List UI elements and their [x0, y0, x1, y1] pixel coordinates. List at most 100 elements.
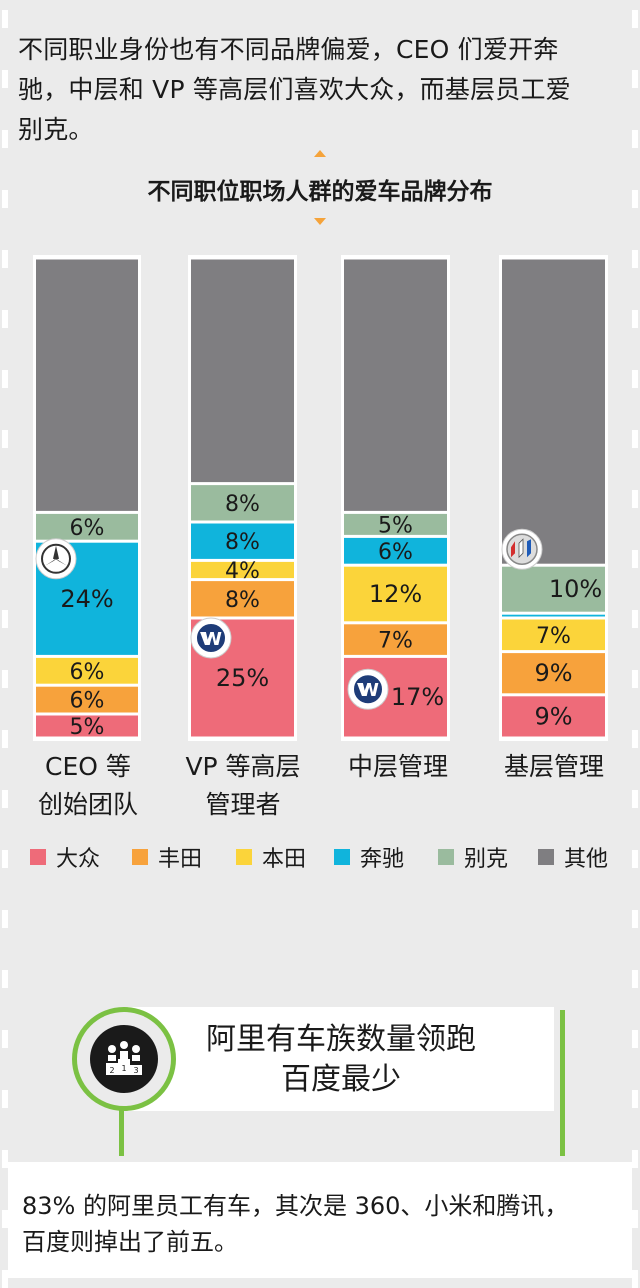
bar-data-label: 6% [378, 540, 413, 565]
bar-data-label: 12% [369, 580, 422, 608]
legend-swatch [132, 849, 148, 865]
people-ranking-icon: 2 1 3 [90, 1025, 158, 1093]
svg-text:2: 2 [109, 1066, 114, 1075]
bar-segment-奔驰 [191, 523, 294, 559]
title-marker-down [314, 218, 326, 225]
border-dash [2, 970, 8, 988]
legend-item-fengtian: 丰田 [132, 842, 202, 872]
border-dash [2, 550, 8, 568]
legend-label: 丰田 [158, 847, 203, 872]
bar-segment-别克 [502, 566, 605, 612]
category-label-line: VP 等高层 [185, 752, 301, 781]
bar-segment-大众 [502, 696, 605, 737]
chart-title: 不同职位职场人群的爱车品牌分布 [147, 179, 493, 205]
legend-swatch [236, 849, 252, 865]
bar-data-label: 8% [225, 588, 260, 613]
border-dash [2, 490, 8, 508]
border-dash [632, 670, 638, 688]
legend-item-benchi: 奔驰 [334, 842, 404, 872]
border-dash [2, 370, 8, 388]
border-dash [632, 970, 638, 988]
category-label-line: 管理者 [205, 790, 281, 819]
intro-line: 不同职业身份也有不同品牌偏爱，CEO 们爱开奔 [18, 35, 559, 64]
border-dash [2, 1210, 8, 1228]
bar-data-label: 6% [70, 660, 105, 685]
section-title-line: 阿里有车族数量领跑 [206, 1022, 476, 1057]
border-dash [632, 1150, 638, 1168]
border-dash [632, 70, 638, 88]
border-dash [632, 10, 638, 28]
section-title: 阿里有车族数量领跑 百度最少 [128, 1020, 554, 1100]
border-dash [2, 790, 8, 808]
title-marker-up [314, 150, 326, 157]
bar-segment-丰田 [502, 653, 605, 694]
bar-data-label: 8% [225, 530, 260, 555]
category-label-line: 创始团队 [37, 790, 138, 819]
bar-data-label: 24% [60, 585, 113, 613]
svg-text:1: 1 [121, 1064, 126, 1073]
border-dash [632, 910, 638, 928]
border-dash [632, 550, 638, 568]
intro-line: 驰，中层和 VP 等高层们喜欢大众，而基层员工爱 [18, 75, 571, 104]
border-dash [632, 730, 638, 748]
buick-shield-blue [527, 539, 531, 558]
border-dash [632, 1210, 638, 1228]
section-banner [128, 1007, 554, 1111]
border-dash [2, 10, 8, 28]
border-dash [632, 250, 638, 268]
legend-swatch [30, 849, 46, 865]
bar-segment-奔驰 [344, 537, 447, 564]
legend-item-qita: 其他 [538, 842, 608, 872]
vw-disc [352, 673, 384, 706]
buick-shield-white [518, 538, 524, 559]
bar-data-label: 6% [70, 516, 105, 541]
bottom-line: 83% 的阿里员工有车，其次是 360、小米和腾讯， [22, 1192, 569, 1220]
border-dash [2, 430, 8, 448]
legend-label: 别克 [464, 847, 509, 872]
bar-data-label: 25% [216, 664, 269, 692]
category-label-line: CEO 等 [45, 752, 131, 781]
section-rail-right [560, 1010, 565, 1156]
border-dash [632, 490, 638, 508]
bottom-line: 百度则掉出了前五。 [22, 1228, 238, 1256]
bar-data-label: 7% [378, 629, 413, 654]
mercedes-ring [41, 543, 71, 574]
border-dash [2, 730, 8, 748]
border-dash [2, 250, 8, 268]
border-dash [2, 1090, 8, 1108]
border-dash [2, 70, 8, 88]
bar-data-label: 17% [391, 683, 444, 711]
bar-segment-别克 [344, 513, 447, 535]
legend-swatch [538, 849, 554, 865]
legend-label: 奔驰 [360, 847, 405, 872]
left-dashed-border [2, 0, 8, 1288]
mercedes-star [45, 545, 67, 566]
section-title-line: 百度最少 [281, 1062, 401, 1097]
bar-data-label: 8% [225, 492, 260, 517]
bar-segment-丰田 [191, 581, 294, 617]
bar-segment-奔驰 [502, 614, 605, 617]
bar-data-label: 7% [536, 624, 571, 649]
badge-ring [72, 1007, 176, 1111]
category-label-vp: VP 等高层 管理者 [163, 748, 323, 824]
border-dash [632, 310, 638, 328]
legend-item-dazhong: 大众 [30, 842, 100, 872]
intro-paragraph: 不同职业身份也有不同品牌偏爱，CEO 们爱开奔 驰，中层和 VP 等高层们喜欢大… [18, 30, 628, 150]
category-label-line: 基层管理 [503, 752, 604, 781]
border-dash [2, 850, 8, 868]
legend-item-bentian: 本田 [236, 842, 306, 872]
section-rail-left [119, 1110, 124, 1156]
border-dash [632, 610, 638, 628]
right-dashed-border [632, 0, 638, 1288]
border-dash [632, 370, 638, 388]
border-dash [632, 790, 638, 808]
bar-segment-丰田 [36, 686, 138, 713]
bar-data-label: 10% [549, 575, 602, 603]
border-dash [2, 910, 8, 928]
buick-shield-red [511, 541, 515, 558]
bar-segment-别克 [36, 513, 138, 540]
vw-letters: VW [200, 629, 222, 650]
legend-swatch [438, 849, 454, 865]
border-dash [2, 130, 8, 148]
